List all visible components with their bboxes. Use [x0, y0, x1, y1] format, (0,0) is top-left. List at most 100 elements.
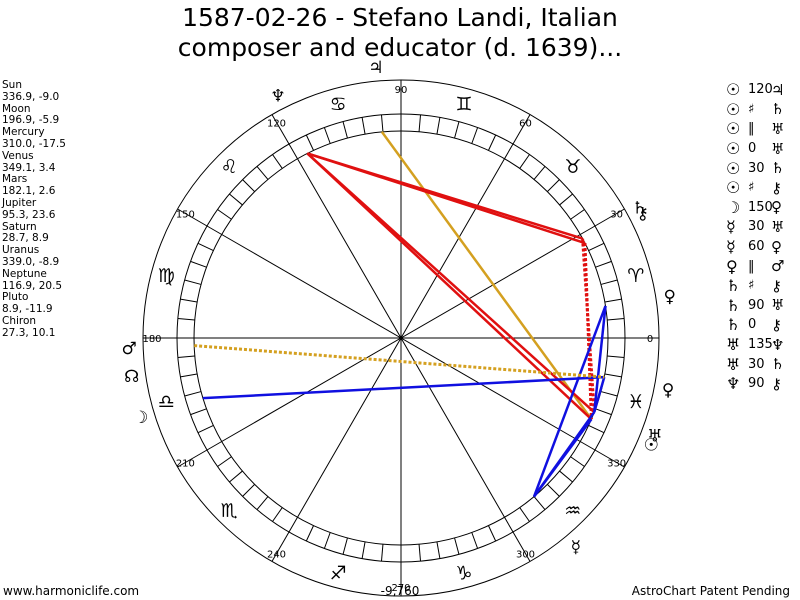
aspect-list: ☉ 120 ♃ ☉ ♯ ♄ ☉ ‖ ♅ ☉ 0 ♅ ☉ 30 ♄ ☉ ♯ ⚷ ☽ 150 ♀ ☿ 30 ♅ ☿ 60 ♀ ♀ ‖ ♂ ♄ ♯ ⚷… [726, 80, 784, 394]
planet-positions-list: Sun 336.9, -9.0 Moon 196.9, -5.9 Mercury 310.… [2, 79, 66, 340]
aspect-planet1: ♀ [726, 256, 738, 276]
planet-icon: ⚷ [636, 204, 648, 224]
aspect-row: ♄ ♯ ⚷ [726, 276, 784, 296]
aspect-type: 120 [748, 82, 773, 98]
aspect-line [533, 411, 596, 498]
aspect-planet2: ♄ [771, 100, 785, 119]
zodiac-sign-icon: ♌ [221, 156, 238, 178]
aspect-planet2: ♅ [771, 119, 785, 138]
position-values: 339.0, -8.9 [2, 255, 60, 268]
degree-tick [242, 484, 255, 497]
degree-tick [519, 154, 530, 169]
aspect-planet1: ☉ [726, 80, 741, 100]
degree-tick [588, 242, 605, 251]
sign-divider [271, 531, 290, 562]
planet-icon: ♅ [647, 426, 662, 446]
degree-tick [184, 279, 202, 285]
footer-patent: AstroChart Patent Pending [631, 584, 790, 598]
degree-tick [471, 127, 479, 144]
position-values: 336.9, -9.0 [2, 90, 60, 103]
degree-tick [533, 166, 546, 180]
degree-label: 90 [395, 85, 408, 96]
aspect-row: ☿ 30 ♅ [726, 217, 784, 237]
zodiac-sign-icon: ♋ [330, 93, 347, 115]
aspect-line [593, 305, 607, 413]
aspect-planet1: ♅ [726, 354, 741, 374]
aspect-type: 150 [748, 199, 773, 215]
planet-icon: ☊ [124, 367, 139, 387]
degree-tick [600, 391, 618, 397]
degree-tick [342, 121, 348, 139]
degree-tick [580, 225, 596, 235]
degree-tick [607, 355, 625, 359]
footer-value: -9,760 [380, 584, 420, 598]
aspect-planet1: ♄ [726, 276, 741, 296]
aspect-type: 90 [748, 297, 765, 313]
degree-tick [190, 260, 207, 268]
degree-tick [604, 373, 622, 378]
aspect-planet2: ⚷ [771, 276, 782, 295]
aspect-row: ☉ ‖ ♅ [726, 119, 784, 139]
degree-label: 330 [607, 459, 626, 470]
degree-tick [177, 355, 195, 359]
aspect-type: ‖ [748, 258, 755, 274]
degree-tick [436, 541, 441, 559]
degree-tick [190, 408, 207, 416]
planet-glyphs: ☉ ☽ ☿ ♀ ♂ ♃ ♄ ♅ ♆ ♀ ⚷ ☊ [122, 58, 676, 557]
degree-tick [217, 209, 232, 220]
planet-icon: ♀ [663, 287, 675, 307]
degree-tick [533, 496, 546, 510]
degree-label: 300 [516, 550, 535, 561]
zodiac-sign-icon: ♎ [158, 391, 175, 413]
position-values: 27.3, 10.1 [2, 326, 56, 339]
degree-tick [197, 242, 214, 251]
sign-divider [512, 114, 531, 145]
aspect-planet2: ♅ [771, 217, 785, 236]
position-values: 196.9, -5.9 [2, 114, 60, 127]
planet-icon: ☽ [133, 408, 148, 428]
aspect-type: ♯ [748, 101, 755, 117]
aspect-planet2: ♀ [771, 198, 782, 217]
sign-divider [594, 449, 625, 468]
aspect-row: ☽ 150 ♀ [726, 198, 784, 218]
degree-tick [305, 525, 314, 542]
aspect-row: ♄ 0 ⚷ [726, 315, 784, 335]
aspect-line [306, 152, 596, 414]
aspect-type: 135 [748, 337, 773, 353]
position-name: Pluto [2, 291, 29, 304]
aspect-planet2: ♅ [771, 139, 785, 158]
position-name: Mercury [2, 126, 45, 139]
aspect-type: 30 [748, 160, 765, 176]
degree-tick [488, 134, 497, 151]
aspect-planet2: ♄ [771, 159, 785, 178]
aspect-type: 0 [748, 317, 757, 333]
degree-tick [604, 298, 622, 303]
aspect-row: ♅ 30 ♄ [726, 354, 784, 374]
degree-labels: 0 30 60 90 120 150 180 210 240 270 300 330 [142, 85, 653, 594]
aspect-planet1: ☿ [726, 237, 736, 257]
degree-tick [272, 154, 283, 169]
aspect-planet2: ⚷ [771, 315, 782, 334]
planet-icon: ♃ [368, 58, 383, 78]
position-values: 349.1, 3.4 [2, 161, 56, 174]
degree-tick [607, 317, 625, 321]
aspect-planet2: ♆ [771, 335, 785, 354]
degree-tick [184, 391, 202, 397]
aspect-planet1: ☉ [726, 158, 741, 178]
aspect-line [306, 152, 586, 245]
aspect-planet1: ♅ [726, 335, 741, 355]
aspect-line [380, 131, 593, 420]
aspect-planet1: ☉ [726, 139, 741, 159]
degree-label: 180 [142, 334, 161, 345]
degree-tick [570, 456, 585, 467]
degree-label: 30 [610, 210, 623, 221]
degree-tick [559, 193, 573, 206]
position-name: Mars [2, 173, 28, 186]
degree-tick [217, 456, 232, 467]
footer-website: www.harmoniclife.com [3, 584, 140, 598]
degree-label: 120 [267, 118, 286, 129]
degree-tick [504, 143, 514, 159]
degree-tick [180, 373, 198, 378]
aspect-row: ☉ 30 ♄ [726, 158, 784, 178]
aspect-planet2: ♂ [771, 257, 785, 276]
